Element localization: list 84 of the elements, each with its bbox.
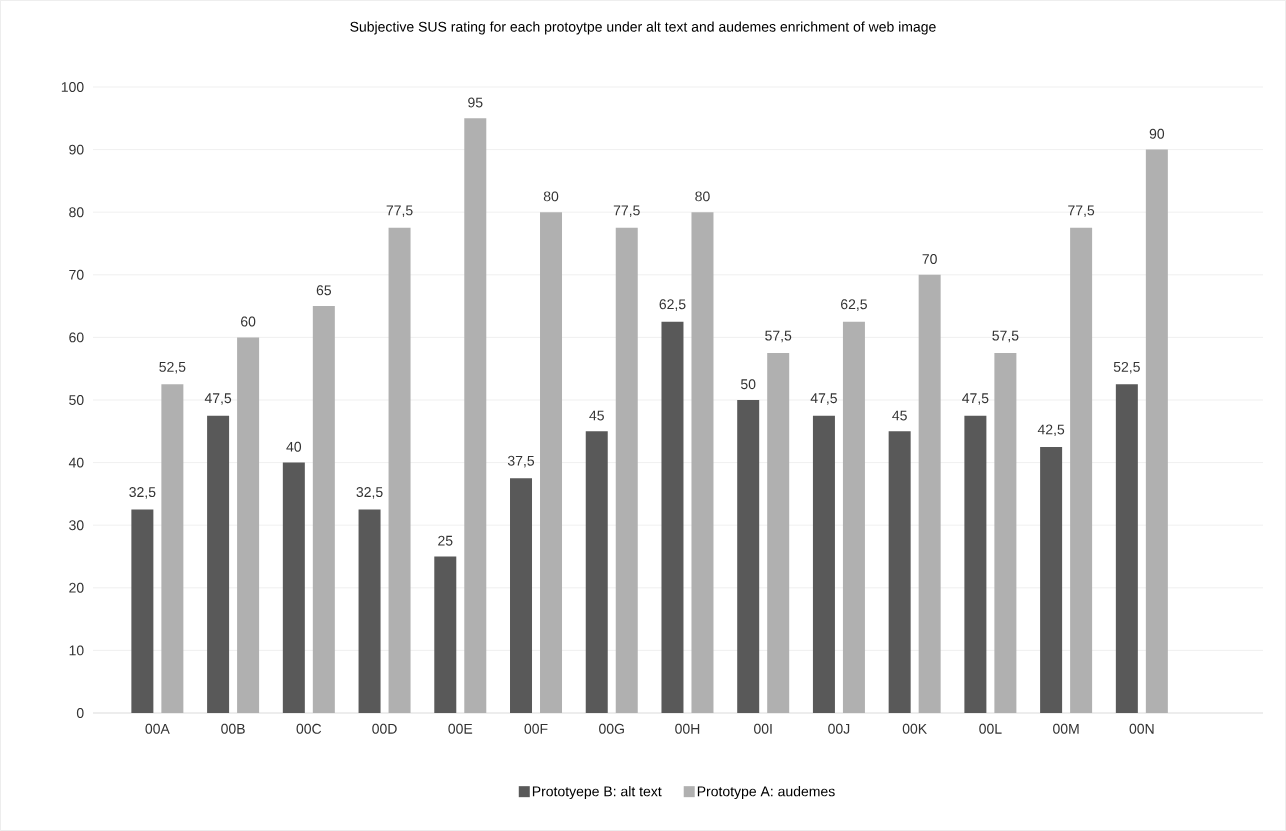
- y-tick-label: 10: [69, 645, 84, 656]
- data-label: 47,5: [962, 393, 989, 405]
- y-tick-label: 30: [69, 520, 84, 531]
- x-tick-label: 00N: [1129, 723, 1154, 734]
- x-tick-label: 00K: [902, 723, 927, 734]
- x-tick-label: 00B: [221, 723, 245, 734]
- data-label: 80: [695, 191, 710, 202]
- bar: [1040, 446, 1063, 713]
- bar: [1115, 384, 1138, 713]
- chart-title: Subjective SUS rating for each protoytpe under alt text and audemes enrichment of web image: [350, 21, 936, 35]
- bar: [540, 212, 563, 713]
- data-label: 45: [589, 410, 604, 421]
- x-tick-label: 00L: [979, 723, 1002, 734]
- bar: [964, 415, 987, 713]
- bar: [737, 400, 760, 713]
- data-label: 52,5: [1113, 361, 1140, 374]
- data-label: 77,5: [1068, 205, 1095, 217]
- data-label: 62,5: [659, 299, 686, 311]
- y-tick-label: 60: [69, 332, 84, 343]
- x-tick-label: 00D: [372, 723, 397, 734]
- data-label: 25: [438, 535, 453, 546]
- data-label: 37,5: [507, 455, 535, 468]
- data-label: 42,5: [1037, 424, 1065, 437]
- x-tick-label: 00C: [296, 723, 322, 734]
- bar: [767, 353, 790, 713]
- data-label: 80: [543, 191, 559, 202]
- bar: [812, 415, 835, 713]
- bar: [131, 509, 154, 713]
- bar: [237, 337, 260, 713]
- x-tick-label: 00G: [599, 723, 624, 734]
- bar: [585, 431, 608, 713]
- bar: [661, 321, 684, 713]
- bar: [510, 478, 533, 713]
- data-label: 65: [316, 285, 332, 296]
- bar: [918, 274, 941, 713]
- data-label: 57,5: [765, 330, 792, 343]
- data-label: 70: [922, 254, 937, 264]
- data-label: 57,5: [992, 330, 1019, 343]
- data-label: 32,5: [356, 487, 383, 499]
- bar: [691, 212, 714, 713]
- bar: [282, 462, 305, 713]
- bar: [615, 227, 638, 713]
- bar: [1070, 227, 1093, 713]
- bar: [888, 431, 911, 713]
- data-label: 95: [468, 97, 483, 108]
- x-tick-label: 00A: [145, 723, 170, 734]
- data-label: 77,5: [386, 205, 413, 217]
- y-tick-label: 20: [69, 582, 84, 593]
- data-label: 50: [740, 379, 756, 390]
- legend-label: Prototype A: audemes: [697, 786, 835, 800]
- y-tick-label: 40: [68, 457, 84, 468]
- bar: [994, 353, 1017, 713]
- y-tick-label: 0: [76, 708, 84, 718]
- bar: [434, 556, 457, 713]
- x-tick-label: 00H: [675, 723, 700, 734]
- data-label: 60: [241, 316, 256, 327]
- y-tick-label: 70: [69, 269, 84, 280]
- data-label: 52,5: [159, 361, 186, 374]
- x-tick-label: 00J: [828, 723, 850, 734]
- bar: [312, 306, 335, 713]
- bar: [388, 227, 411, 713]
- y-tick-label: 100: [61, 82, 84, 92]
- data-label: 47,5: [204, 393, 232, 405]
- data-label: 47,5: [810, 393, 837, 405]
- data-label: 32,5: [129, 487, 156, 499]
- data-label: 45: [892, 410, 907, 421]
- x-tick-label: 00E: [448, 723, 473, 734]
- x-tick-label: 00F: [524, 723, 548, 734]
- y-tick-label: 80: [69, 207, 84, 218]
- y-tick-label: 90: [69, 144, 84, 155]
- bar: [842, 321, 865, 713]
- bar: [464, 118, 487, 713]
- y-tick-label: 50: [69, 395, 84, 405]
- bar: [207, 415, 230, 713]
- bar: [358, 509, 381, 713]
- bar: [161, 384, 184, 713]
- bar: [1145, 149, 1168, 713]
- x-tick-label: 00M: [1053, 723, 1079, 734]
- data-label: 62,5: [841, 299, 867, 311]
- x-tick-label: 00I: [754, 723, 772, 734]
- legend-label: Prototyepe B: alt text: [532, 786, 662, 800]
- data-label: 40: [286, 441, 302, 452]
- data-label: 90: [1149, 128, 1165, 139]
- data-label: 77,5: [613, 205, 640, 217]
